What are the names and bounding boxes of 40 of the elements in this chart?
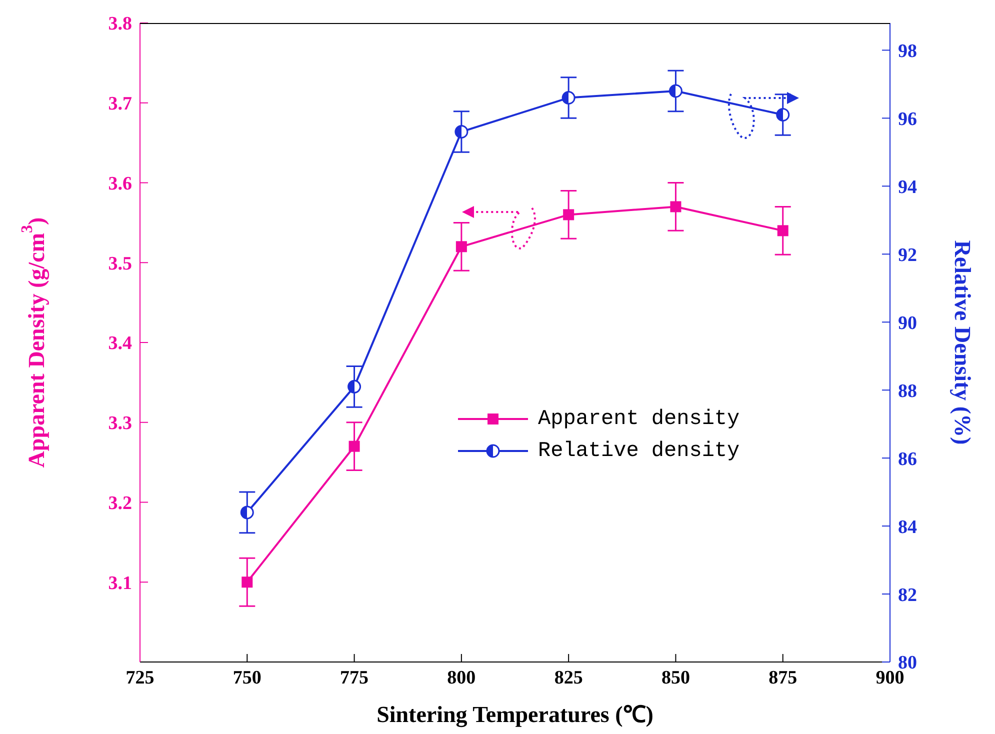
x-tick-label: 775 — [340, 667, 369, 688]
x-tick-label: 875 — [768, 667, 798, 688]
y-tick-label: 3.1 — [108, 572, 132, 594]
y2-tick-label: 86 — [898, 448, 917, 470]
x-tick-label: 825 — [554, 667, 583, 688]
point — [563, 209, 574, 220]
point — [668, 84, 682, 98]
y2-tick-label: 90 — [898, 312, 917, 334]
y-tick-label: 3.5 — [108, 253, 132, 274]
y-tick-label: 3.3 — [108, 413, 132, 434]
point — [456, 241, 467, 252]
y2-axis-title: Relative Density (%) — [950, 240, 976, 445]
point — [348, 380, 362, 394]
legend-label: Relative density — [538, 440, 740, 462]
y2-tick-label: 88 — [898, 380, 917, 402]
y2-tick-label: 84 — [898, 516, 918, 538]
legend-label: Apparent density — [538, 408, 740, 430]
x-tick-label: 750 — [232, 667, 262, 688]
y2-tick-label: 92 — [898, 244, 917, 266]
y-tick-label: 3.7 — [108, 94, 132, 115]
y2-tick-label: 82 — [898, 584, 917, 606]
y2-tick-label: 96 — [898, 108, 917, 130]
point — [776, 108, 790, 122]
point — [348, 440, 360, 452]
point — [242, 576, 253, 588]
x-tick-label: 725 — [126, 667, 154, 688]
y-tick-label: 3.8 — [108, 14, 132, 35]
y2-tick-label: 94 — [898, 176, 918, 198]
point — [454, 125, 468, 139]
point — [240, 506, 254, 520]
x-axis-title: Sintering Temperatures (℃) — [376, 702, 654, 728]
point — [670, 201, 682, 212]
point — [777, 225, 788, 236]
y2-tick-label: 98 — [898, 40, 917, 62]
point — [562, 91, 576, 105]
y-tick-label: 3.6 — [108, 173, 132, 194]
x-tick-label: 800 — [447, 667, 476, 688]
x-tick-label: 850 — [661, 667, 690, 688]
y-tick-label: 3.2 — [108, 492, 132, 514]
y-tick-label: 3.4 — [108, 333, 132, 354]
